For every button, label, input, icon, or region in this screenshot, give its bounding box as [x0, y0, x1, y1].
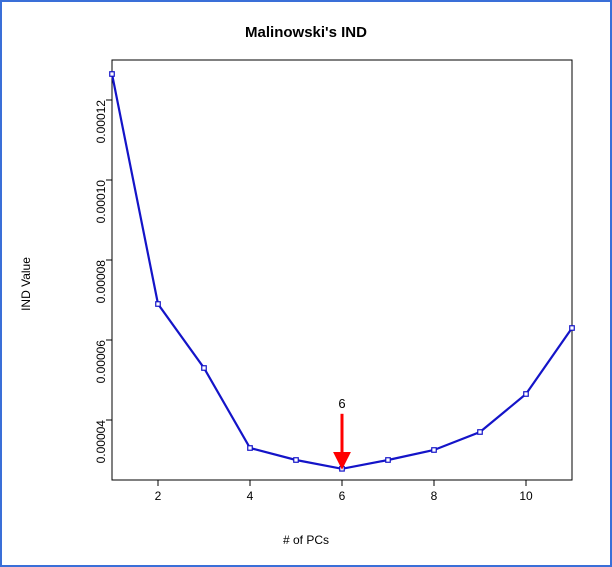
- x-tick-label: 2: [155, 489, 162, 503]
- series-marker: [478, 430, 483, 435]
- series-marker: [432, 448, 437, 453]
- y-tick-label: 0.00004: [94, 420, 108, 464]
- series-marker: [156, 302, 161, 307]
- x-tick-label: 10: [519, 489, 533, 503]
- series-marker: [202, 366, 207, 371]
- series-marker: [110, 72, 115, 77]
- chart-frame: Malinowski's IND IND Value # of PCs 2 4 6 8…: [0, 0, 612, 567]
- chart-title: Malinowski's IND: [2, 24, 610, 41]
- series-marker: [340, 467, 345, 472]
- series-marker: [248, 446, 253, 451]
- x-tick-label: 4: [247, 489, 254, 503]
- y-tick-label: 0.00006: [94, 340, 108, 384]
- y-tick-label: 0.00008: [94, 260, 108, 304]
- y-tick-label: 0.00012: [94, 100, 108, 144]
- series-marker: [524, 392, 529, 397]
- series-marker: [386, 458, 391, 463]
- series-marker: [570, 326, 575, 331]
- x-tick-label: 8: [431, 489, 438, 503]
- y-axis-label: IND Value: [19, 257, 33, 311]
- annotation-label: 6: [338, 396, 345, 411]
- x-tick-label: 6: [339, 489, 346, 503]
- y-tick-label: 0.00010: [94, 180, 108, 224]
- plot-area: 2 4 6 8 10 0.00004 0.00006 0.00008 0.00010 0.0001…: [92, 50, 592, 510]
- series-marker: [294, 458, 299, 463]
- x-axis-label: # of PCs: [2, 533, 610, 547]
